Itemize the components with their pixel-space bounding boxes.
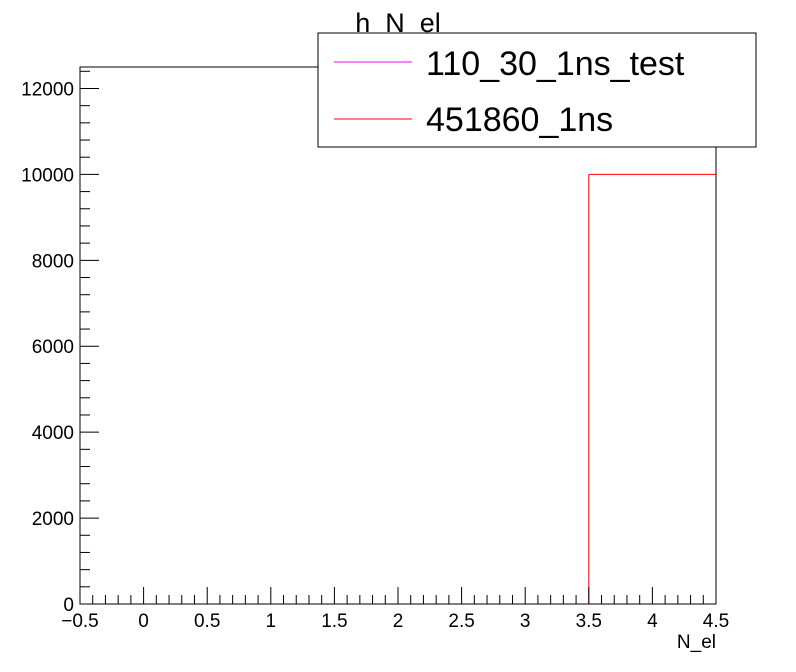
y-tick-label: 6000 [32,337,74,358]
y-axis-ticks: 0 2000 4000 6000 8000 10000 12000 [21,70,99,616]
legend-label-451860-1ns: 451860_1ns [426,101,613,139]
legend: 110_30_1ns_test 451860_1ns [317,32,757,148]
x-axis-label: N_el [677,632,716,653]
legend-box [317,32,757,148]
x-tick-label: 0.5 [194,611,220,632]
x-tick-label: 2 [393,611,404,632]
x-tick-label: 1 [266,611,277,632]
x-tick-label: 3.5 [576,611,602,632]
y-tick-label: 0 [63,595,74,616]
x-axis-ticks: −0.5 0 0.5 1 1.5 2 2.5 3 3.5 4 4.5 [61,587,729,632]
y-tick-label: 4000 [32,423,74,444]
y-tick-label: 2000 [32,509,74,530]
x-tick-label: 0 [138,611,149,632]
x-tick-label: 1.5 [321,611,347,632]
x-tick-label: 2.5 [448,611,474,632]
y-tick-label: 12000 [21,79,74,100]
x-tick-label: 4.5 [703,611,729,632]
y-tick-label: 10000 [21,165,74,186]
legend-label-110-30-1ns-test: 110_30_1ns_test [426,45,685,83]
x-tick-label: 4 [647,611,658,632]
x-tick-label: −0.5 [61,611,99,632]
y-tick-label: 8000 [32,251,74,272]
x-tick-label: 3 [520,611,531,632]
